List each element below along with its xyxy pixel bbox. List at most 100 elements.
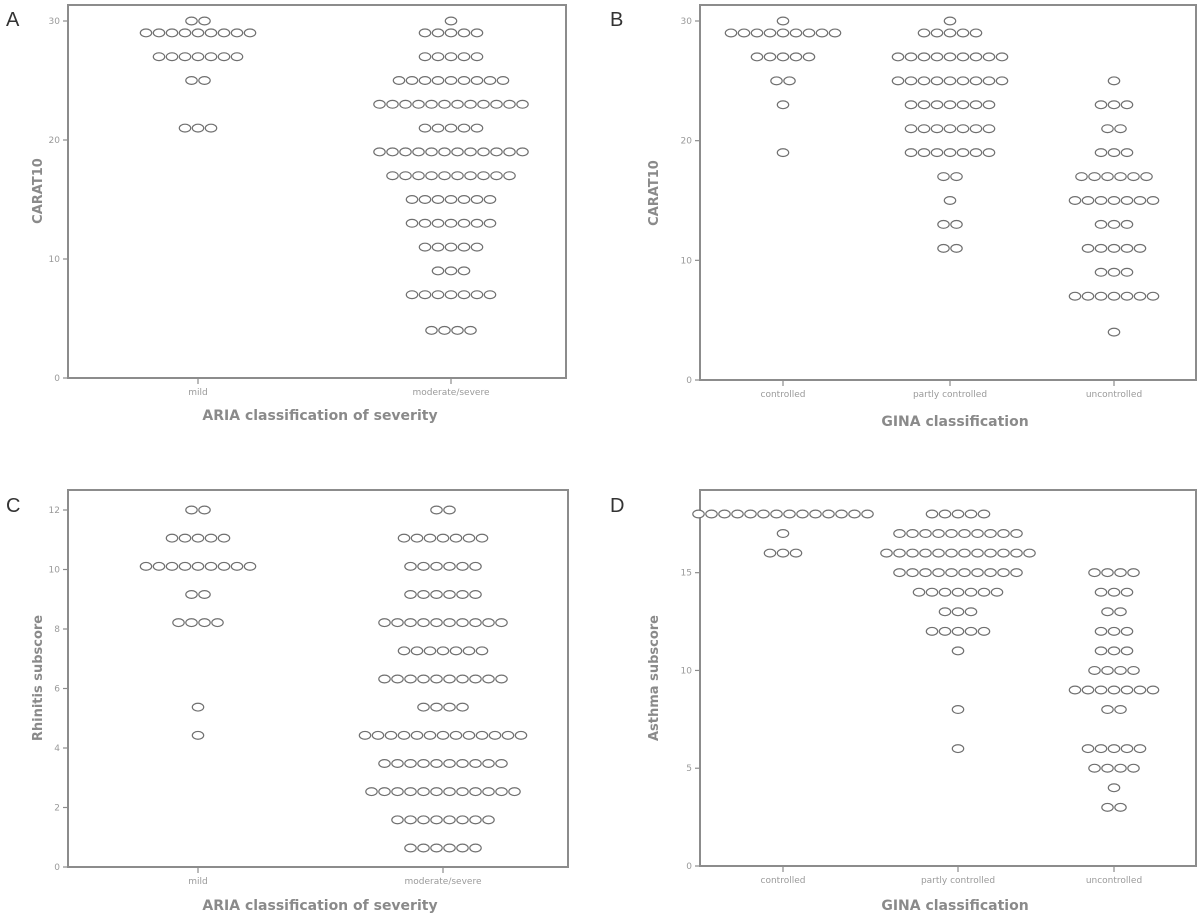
data-point	[930, 100, 944, 110]
points-a	[139, 16, 529, 335]
data-point	[969, 52, 983, 62]
data-point	[470, 195, 484, 205]
x-category-label: partly controlled	[921, 876, 995, 886]
data-point	[1094, 243, 1108, 253]
data-point	[457, 195, 471, 205]
data-point	[444, 123, 458, 133]
data-point	[365, 787, 378, 797]
data-point	[456, 618, 469, 628]
data-point	[1010, 548, 1023, 558]
data-point	[462, 533, 476, 543]
data-point	[430, 815, 443, 825]
data-point	[483, 195, 497, 205]
data-point	[191, 52, 205, 62]
data-point	[230, 561, 244, 571]
data-point	[431, 266, 445, 276]
data-point	[1107, 76, 1121, 86]
data-point	[405, 290, 419, 300]
data-point	[443, 589, 456, 599]
data-point	[417, 674, 430, 684]
data-point	[997, 529, 1010, 539]
panel-c: C 0 2 4 6 8 10 12 mild moderate/severe Rhinitis…	[6, 489, 569, 914]
data-point	[470, 218, 484, 228]
data-point	[1088, 763, 1101, 773]
data-point	[185, 618, 198, 628]
data-point	[431, 290, 445, 300]
data-point	[1107, 685, 1121, 695]
data-point	[1127, 665, 1140, 675]
data-point	[404, 843, 417, 853]
y-ticks-c: 0 2 4 6 8 10 12	[49, 506, 68, 873]
data-point	[770, 509, 783, 519]
data-point	[1120, 646, 1134, 656]
data-point	[969, 148, 983, 158]
data-point	[1081, 243, 1095, 253]
data-point	[204, 561, 218, 571]
data-point	[457, 28, 471, 38]
data-point	[417, 815, 430, 825]
data-point	[1101, 172, 1114, 182]
data-point	[1114, 124, 1127, 134]
data-point	[1107, 646, 1121, 656]
data-point	[919, 529, 932, 539]
data-point	[418, 242, 432, 252]
data-point	[430, 787, 443, 797]
data-point	[469, 843, 482, 853]
x-categories-d: controlled partly controlled uncontrolled	[761, 866, 1142, 886]
data-point	[1081, 685, 1095, 695]
data-point	[757, 509, 770, 519]
data-point	[230, 52, 244, 62]
data-point	[984, 548, 997, 558]
data-point	[443, 815, 456, 825]
data-point	[217, 533, 231, 543]
data-point	[1107, 783, 1121, 793]
data-point	[243, 28, 257, 38]
data-point	[1107, 626, 1121, 636]
data-point	[956, 124, 970, 134]
data-point	[475, 533, 489, 543]
data-point	[412, 99, 425, 109]
data-point	[444, 242, 458, 252]
data-point	[951, 587, 965, 597]
data-point	[982, 100, 996, 110]
data-point	[1094, 646, 1108, 656]
data-point	[165, 533, 179, 543]
data-point	[912, 587, 926, 597]
data-point	[417, 561, 430, 571]
data-point	[904, 148, 918, 158]
data-point	[462, 646, 476, 656]
data-point	[1146, 196, 1160, 206]
data-point	[430, 505, 443, 515]
data-point	[469, 787, 482, 797]
data-point	[977, 587, 991, 597]
data-point	[956, 52, 970, 62]
data-point	[418, 218, 432, 228]
x-axis-label-b: GINA classification	[881, 414, 1028, 430]
data-point	[457, 266, 471, 276]
data-point	[404, 674, 417, 684]
data-point	[438, 99, 451, 109]
data-point	[488, 730, 502, 740]
data-point	[906, 568, 919, 578]
data-point	[971, 548, 984, 558]
x-category-label: controlled	[761, 390, 806, 400]
data-point	[391, 815, 404, 825]
data-point	[172, 618, 185, 628]
data-point	[945, 568, 958, 578]
data-point	[880, 548, 893, 558]
data-point	[724, 28, 738, 38]
data-point	[204, 52, 218, 62]
data-point	[925, 626, 939, 636]
data-point	[789, 52, 803, 62]
data-point	[470, 123, 484, 133]
panel-d: D 0 5 10 15 controlled partly controlled unco…	[610, 489, 1197, 914]
data-point	[165, 561, 179, 571]
data-point	[443, 843, 456, 853]
y-tick-label: 20	[49, 136, 61, 146]
panel-a: A 0 10 20 30 mild moderate/severe CARAT10 AR…	[6, 4, 567, 424]
x-category-label: mild	[188, 388, 207, 398]
data-point	[1127, 568, 1140, 578]
data-point	[943, 124, 957, 134]
data-point	[449, 730, 463, 740]
x-category-label: mild	[188, 877, 207, 887]
